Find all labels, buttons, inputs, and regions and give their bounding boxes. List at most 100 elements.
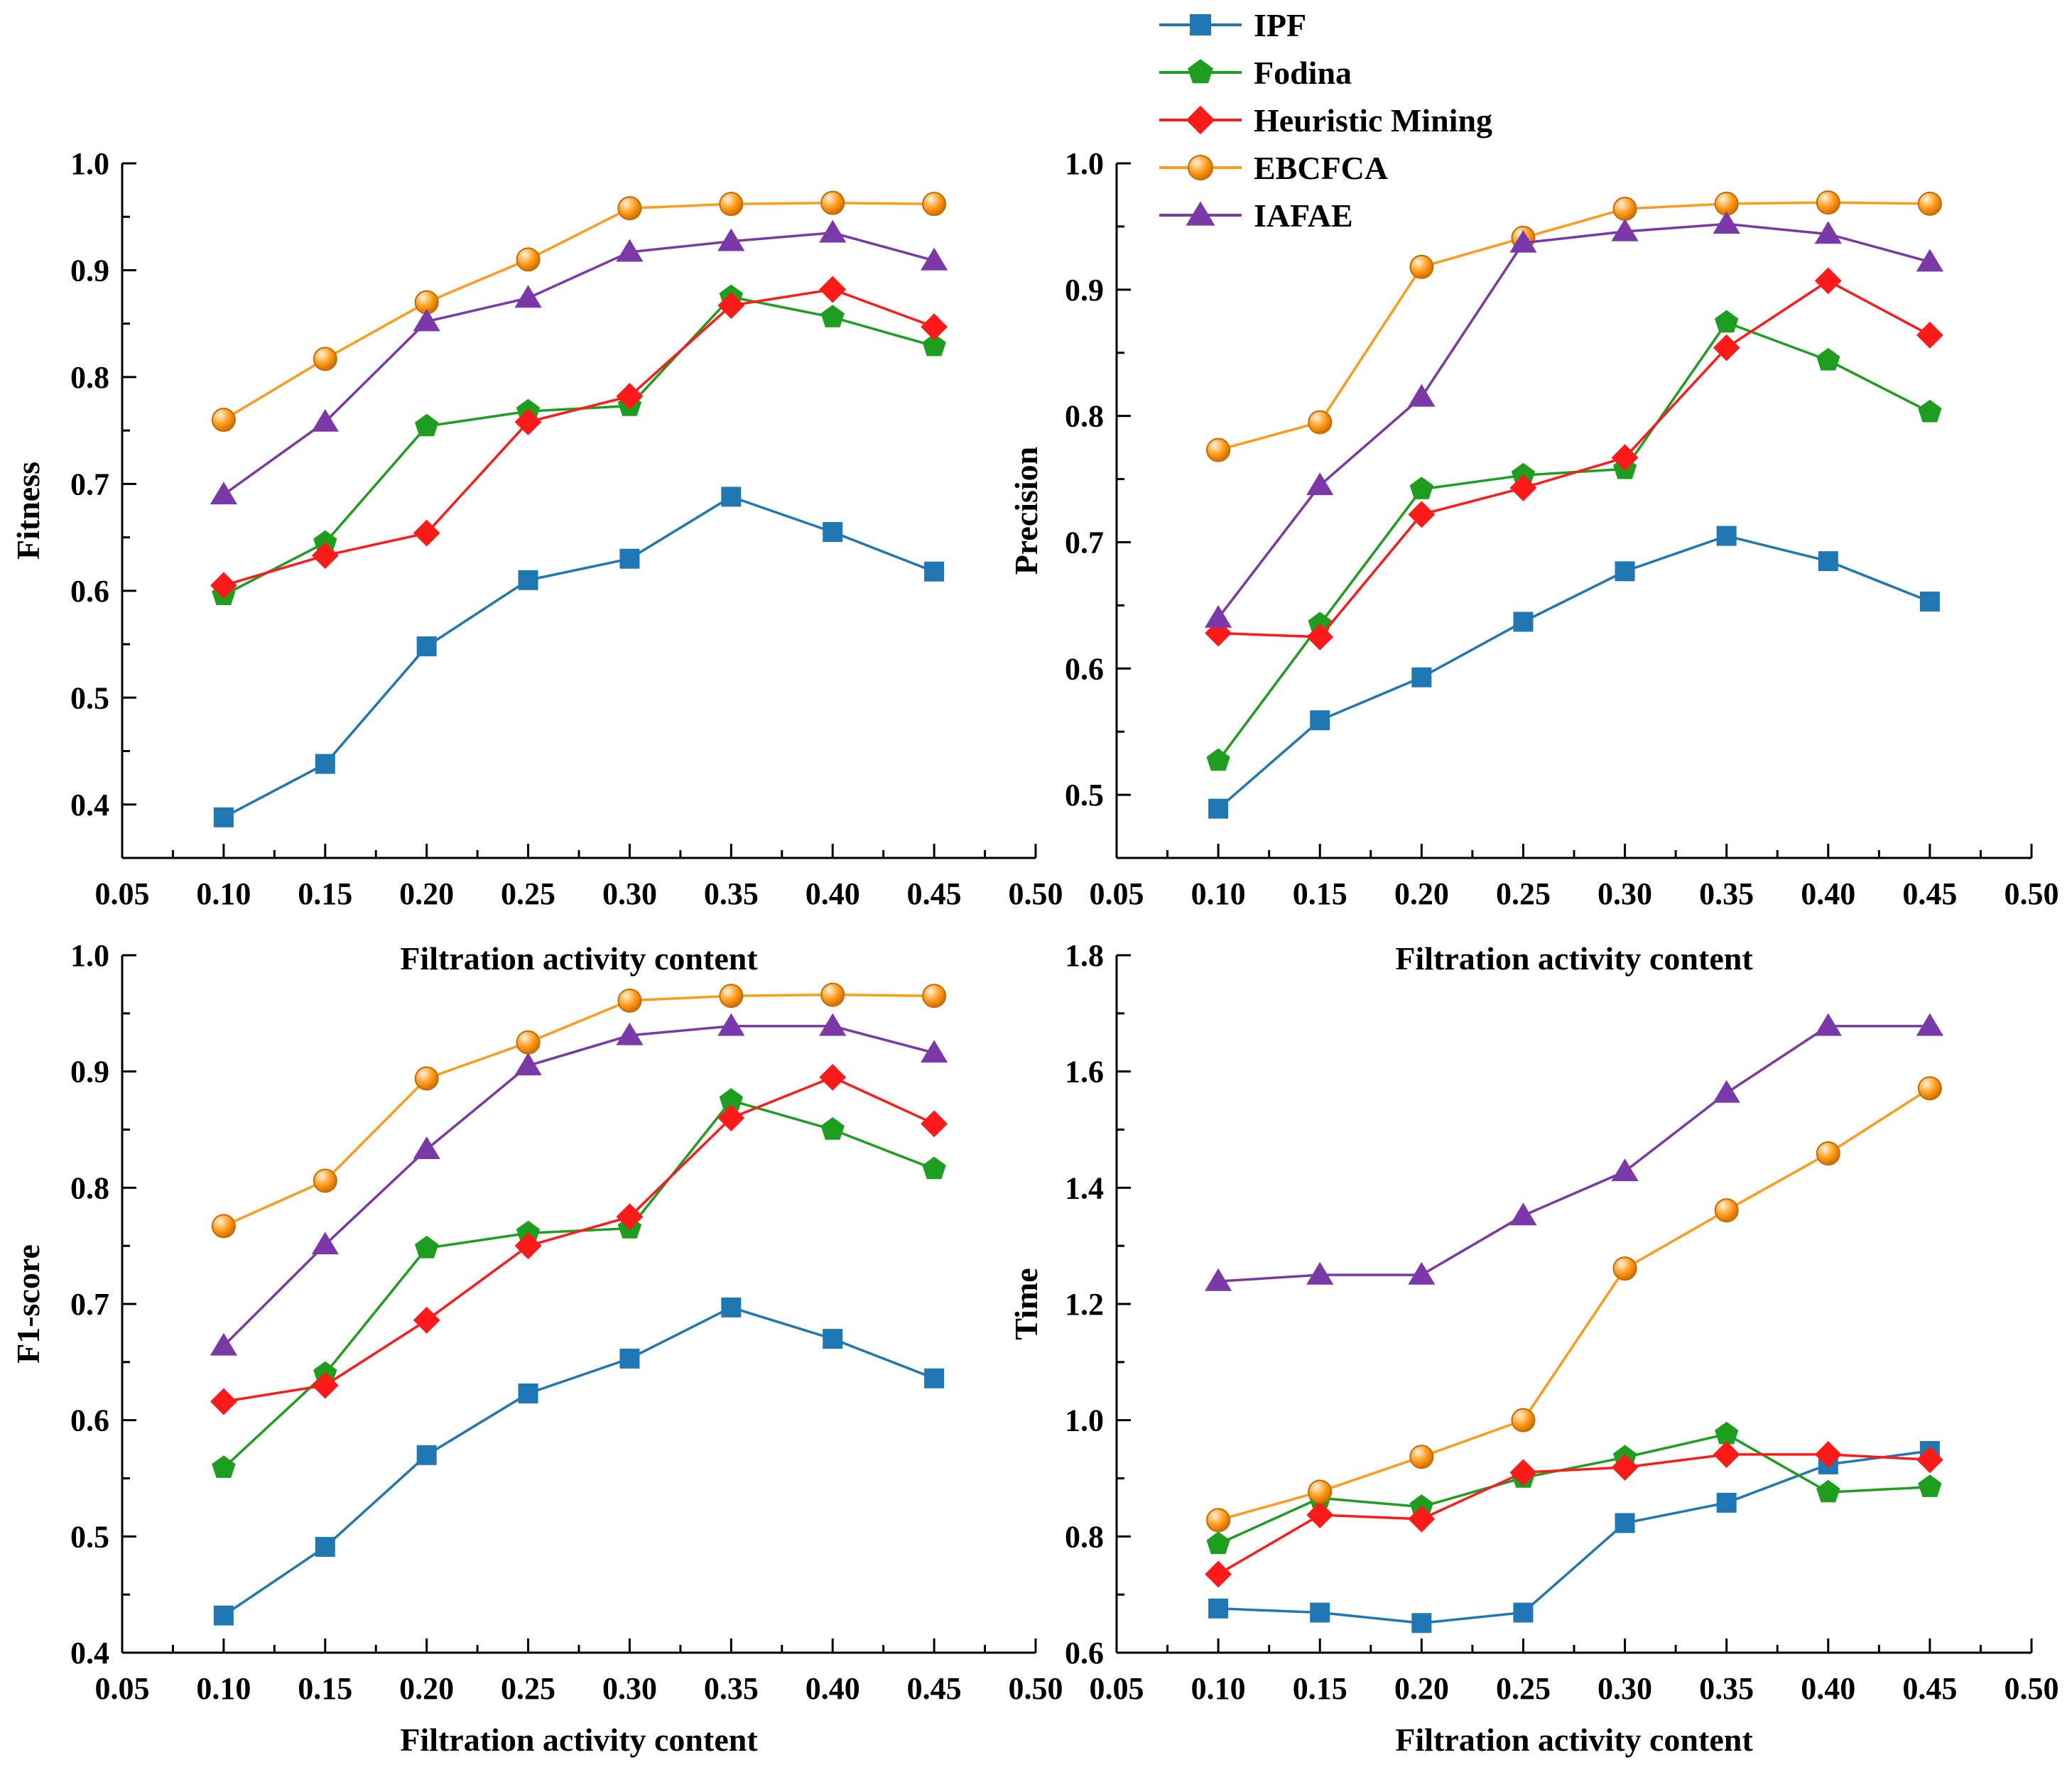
x-axis-title: Filtration activity content — [400, 940, 758, 977]
legend-label: EBCFCA — [1254, 150, 1388, 186]
x-tick-label: 0.30 — [602, 1671, 657, 1706]
data-point-iafae — [1713, 1080, 1740, 1103]
data-point-fodina — [922, 333, 946, 357]
data-point-fodina — [415, 1235, 439, 1259]
data-point-heuristic-mining — [1916, 1446, 1943, 1474]
data-point-ipf — [619, 548, 640, 569]
data-point-ipf — [416, 1445, 437, 1465]
data-point-fodina — [719, 1088, 743, 1111]
y-axis-title: F1-score — [10, 1244, 46, 1364]
legend-marker-ipf — [1190, 14, 1211, 36]
data-point-iafae — [311, 1232, 339, 1255]
data-point-ebcfca — [719, 984, 744, 1009]
series-line-fodina — [1217, 1433, 1930, 1545]
series-iafae — [1205, 1013, 1943, 1291]
x-tick-label: 0.20 — [399, 876, 454, 911]
series-fodina — [212, 1088, 946, 1478]
data-point-heuristic-mining — [311, 542, 339, 570]
data-point-ebcfca — [313, 347, 337, 371]
data-point-heuristic-mining — [921, 313, 948, 341]
x-tick-label: 0.50 — [2005, 1671, 2059, 1706]
data-point-iafae — [717, 228, 745, 251]
data-point-iafae — [413, 1136, 440, 1159]
x-tick-label: 0.05 — [1090, 876, 1144, 911]
data-point-ipf — [1615, 561, 1635, 582]
data-point-heuristic-mining — [616, 383, 644, 410]
data-point-ebcfca — [1612, 1256, 1637, 1281]
data-point-iafae — [1916, 249, 1943, 272]
data-point-ipf — [1513, 1602, 1534, 1623]
series-line-ebcfca — [1217, 201, 1930, 452]
series-line-ebcfca — [223, 993, 935, 1227]
data-point-fodina — [1715, 1421, 1739, 1445]
y-tick-label: 1.4 — [1065, 1170, 1104, 1205]
data-point-fodina — [1816, 347, 1840, 371]
data-point-iafae — [1916, 1013, 1943, 1036]
data-point-ipf — [823, 1329, 843, 1349]
legend: IPF Fodina Heuristic Mining EBCFCA IAFAE — [1159, 7, 1492, 234]
y-axis-title: Precision — [1008, 447, 1044, 575]
data-point-heuristic-mining — [819, 276, 847, 303]
data-point-iafae — [616, 1022, 644, 1045]
data-point-fodina — [1409, 477, 1433, 499]
data-point-ebcfca — [922, 984, 947, 1009]
data-point-heuristic-mining — [717, 1104, 745, 1132]
data-point-heuristic-mining — [717, 292, 745, 320]
legend-item-heuristic-mining: Heuristic Mining — [1159, 102, 1492, 138]
x-tick-label: 0.15 — [1293, 1671, 1347, 1706]
legend-marker-fodina — [1188, 59, 1213, 84]
data-point-ebcfca — [820, 982, 845, 1007]
series-line-iafae — [1217, 1025, 1930, 1283]
data-point-ipf — [721, 1297, 742, 1317]
data-point-ebcfca — [1206, 1508, 1231, 1533]
series-line-heuristic-mining — [1218, 279, 1931, 638]
data-point-heuristic-mining — [1814, 1441, 1842, 1468]
x-tick-label: 0.45 — [907, 1671, 962, 1706]
data-point-ipf — [619, 1348, 640, 1369]
data-point-ipf — [518, 570, 538, 590]
y-tick-label: 1.8 — [1065, 938, 1104, 973]
series-line-heuristic-mining — [223, 288, 935, 587]
x-tick-label: 0.10 — [1191, 1671, 1246, 1706]
data-point-iafae — [1306, 472, 1334, 496]
y-tick-label: 0.7 — [70, 467, 109, 501]
y-tick-label: 0.5 — [1065, 778, 1104, 812]
data-point-ipf — [1919, 592, 1940, 612]
series-line-fodina — [1217, 320, 1931, 762]
data-point-ebcfca — [617, 988, 642, 1013]
data-point-heuristic-mining — [1713, 334, 1740, 362]
data-point-iafae — [1713, 211, 1740, 234]
data-point-ipf — [721, 487, 742, 507]
data-point-iafae — [514, 1053, 542, 1076]
legend-marker-ebcfca — [1188, 155, 1213, 180]
series-ipf — [213, 1297, 945, 1626]
data-point-fodina — [516, 1220, 541, 1244]
data-point-heuristic-mining — [1611, 1454, 1639, 1481]
legend-item-fodina: Fodina — [1159, 55, 1352, 91]
data-point-ebcfca — [1511, 1408, 1536, 1433]
series-iafae — [210, 1013, 948, 1356]
data-point-iafae — [210, 1332, 237, 1356]
data-point-ebcfca — [1816, 1141, 1840, 1166]
legend-item-ebcfca: EBCFCA — [1159, 150, 1388, 186]
data-point-iafae — [921, 1040, 948, 1063]
series-line-heuristic-mining — [223, 1075, 935, 1403]
series-fodina — [1206, 310, 1942, 771]
y-tick-label: 0.6 — [1065, 651, 1104, 686]
data-point-ebcfca — [516, 247, 541, 272]
x-tick-label: 0.50 — [1009, 876, 1063, 911]
x-tick-label: 0.10 — [1191, 876, 1246, 911]
data-point-ipf — [213, 1605, 234, 1626]
legend-marker-heuristic-mining — [1186, 105, 1215, 135]
series-heuristic-mining — [210, 276, 948, 599]
legend-label: IPF — [1254, 7, 1306, 43]
data-point-ipf — [1310, 710, 1330, 731]
data-point-ipf — [315, 1537, 335, 1558]
series-ebcfca — [1206, 1076, 1942, 1533]
y-tick-label: 0.4 — [70, 788, 109, 822]
data-point-fodina — [313, 530, 337, 553]
data-point-fodina — [212, 1455, 236, 1478]
x-tick-label: 0.45 — [1902, 876, 1957, 911]
data-point-heuristic-mining — [1509, 1459, 1537, 1486]
y-tick-label: 0.4 — [70, 1636, 109, 1670]
